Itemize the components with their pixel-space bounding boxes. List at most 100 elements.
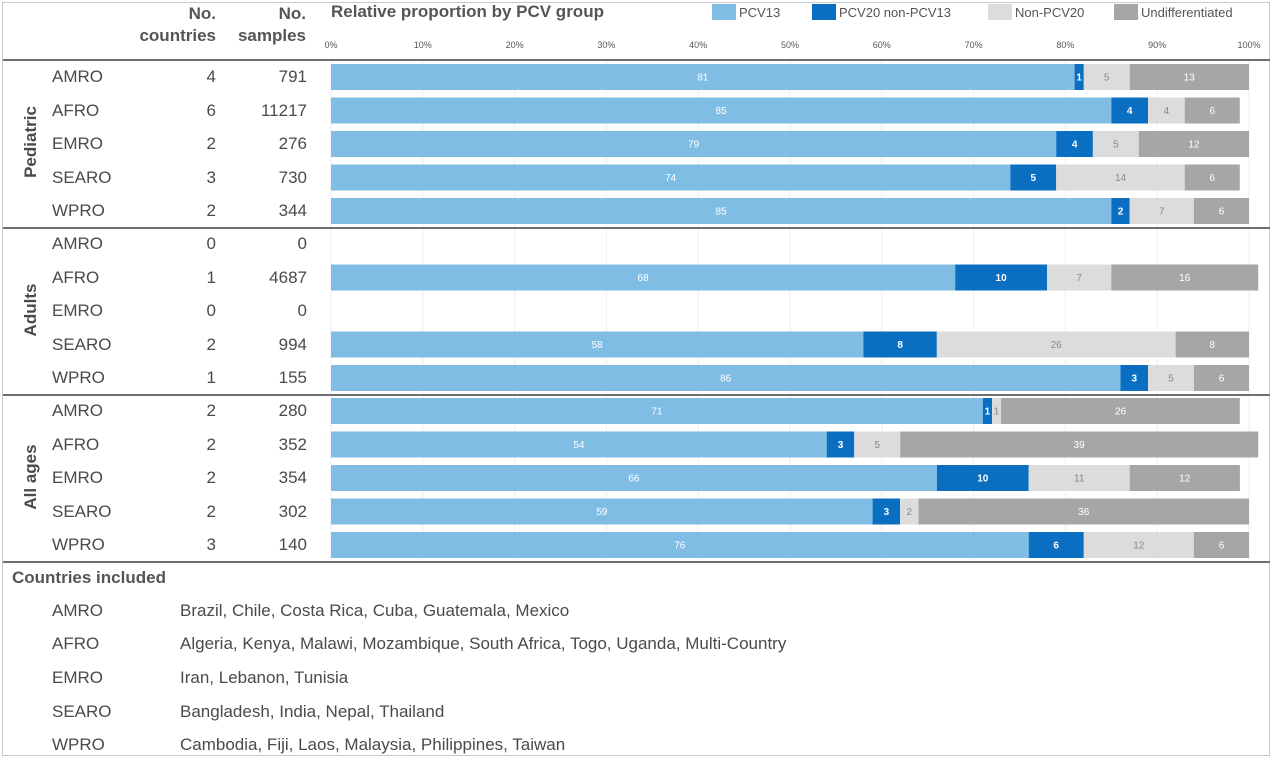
row-samples-value: 791 [278, 67, 307, 86]
x-tick-label: 90% [1148, 40, 1167, 50]
bar-data-label: 4 [1127, 106, 1133, 117]
bar-data-label: 5 [1104, 73, 1110, 84]
bar-segment [331, 465, 937, 491]
bar-segment [1083, 532, 1194, 558]
bar-segment [900, 431, 1259, 458]
row-region-label: AFRO [52, 434, 100, 454]
row-countries-value: 3 [206, 535, 216, 554]
bar-segment [331, 97, 1112, 124]
row-samples-value: 730 [278, 167, 307, 187]
bar-data-label: 7 [1076, 273, 1082, 284]
bar-data-label: 12 [1188, 140, 1200, 151]
bar-data-label: 6 [1219, 207, 1225, 218]
footer-countries-wpro: Cambodia, Fiji, Laos, Malaysia, Philippi… [180, 735, 566, 754]
footer-region-afro: AFRO [52, 634, 100, 653]
bar-segment [1047, 264, 1112, 291]
bar-segment [1028, 465, 1130, 491]
bar-segment [1193, 365, 1249, 391]
bar-segment [1074, 64, 1084, 90]
bar-data-label: 6 [1210, 173, 1216, 184]
legend-label-non-pcv20: Non-PCV20 [1015, 4, 1085, 20]
row-samples-value: 302 [278, 501, 307, 521]
bar-segment [1111, 264, 1259, 291]
footer-countries-emro: Iran, Lebanon, Tunisia [180, 668, 349, 687]
bar-segment [872, 498, 901, 525]
bar-data-label: 1 [1076, 73, 1082, 84]
bar-data-label: 39 [1074, 440, 1086, 451]
samples-header-line1: No. [278, 4, 306, 23]
row-region-label: SEARO [52, 501, 112, 521]
legend-item-pcv20-non-pcv13: PCV20 non-PCV13 [812, 4, 951, 20]
x-tick-label: 100% [1237, 40, 1261, 50]
bar-data-label: 1 [994, 407, 1000, 418]
footer-region-amro: AMRO [52, 601, 103, 620]
row-region-label: EMRO [52, 301, 103, 320]
countries-header-line1: No. [188, 4, 216, 23]
bar-data-label: 5 [1168, 374, 1174, 385]
legend-swatch-pcv13 [712, 4, 736, 20]
bar-segment [331, 498, 873, 525]
legend-item-pcv13: PCV13 [712, 4, 780, 20]
bar-data-label: 5 [1113, 140, 1119, 151]
legend-label-pcv13: PCV13 [739, 4, 781, 20]
row-countries-value: 2 [206, 201, 216, 220]
footer-countries-amro: Brazil, Chile, Costa Rica, Cuba, Guatema… [180, 601, 570, 620]
bar-data-label: 14 [1115, 173, 1127, 184]
bar-segment [992, 398, 1002, 424]
legend-label-pcv20-non-pcv13: PCV20 non-PCV13 [839, 4, 952, 20]
bar-data-label: 85 [716, 106, 728, 117]
row-samples-value: 155 [278, 368, 307, 387]
legend-swatch-undifferentiated [1114, 4, 1138, 20]
bar-segment [331, 532, 1029, 558]
bar-segment [1111, 97, 1148, 124]
bar-data-label: 58 [592, 340, 604, 351]
legend-swatch-non-pcv20 [988, 4, 1012, 20]
row-region-label: SEARO [52, 334, 112, 354]
bar-data-label: 4 [1164, 106, 1170, 117]
bar-segment [854, 431, 901, 458]
countries-included-title: Countries included [12, 568, 166, 587]
bar-segment [1175, 331, 1249, 358]
bar-segment [1138, 131, 1249, 157]
bar-segment [1092, 131, 1139, 157]
bar-segment [1111, 198, 1130, 224]
bar-data-label: 7 [1159, 207, 1165, 218]
legend-label-undifferentiated: Undifferentiated [1141, 4, 1233, 20]
row-samples-value: 352 [278, 434, 307, 454]
bar-segment [900, 498, 919, 525]
bar-segment [331, 398, 983, 424]
bar-data-label: 8 [1210, 340, 1216, 351]
bar-data-label: 54 [573, 440, 585, 451]
row-countries-value: 0 [206, 234, 216, 253]
bar-data-label: 16 [1179, 273, 1191, 284]
row-samples-value: 276 [278, 134, 307, 153]
row-countries-value: 0 [206, 301, 216, 320]
bar-data-label: 6 [1219, 541, 1225, 552]
x-tick-label: 20% [505, 40, 524, 50]
bar-segment [1129, 198, 1194, 224]
bar-data-label: 86 [720, 374, 732, 385]
bar-data-label: 6 [1210, 106, 1216, 117]
bar-data-label: 74 [665, 173, 677, 184]
bar-segment [1184, 164, 1240, 191]
x-tick-label: 30% [597, 40, 616, 50]
bar-segment [331, 64, 1075, 90]
footer-region-searo: SEARO [52, 702, 112, 721]
bar-data-label: 59 [596, 507, 608, 518]
bar-segment [1010, 164, 1057, 191]
bar-segment [331, 131, 1057, 157]
bar-segment [863, 331, 937, 358]
bar-segment [1193, 532, 1249, 558]
x-tick-label: 40% [689, 40, 708, 50]
bar-segment [826, 431, 855, 458]
row-samples-value: 11217 [260, 100, 307, 120]
group-label-adults: Adults [21, 283, 40, 337]
row-samples-value: 4687 [269, 267, 307, 287]
row-samples-value: 0 [297, 234, 307, 253]
row-countries-value: 4 [206, 67, 216, 86]
separator-bottom [3, 561, 1270, 563]
row-samples-value: 0 [297, 301, 307, 320]
bar-data-label: 3 [1132, 374, 1138, 385]
bar-data-label: 71 [651, 407, 663, 418]
